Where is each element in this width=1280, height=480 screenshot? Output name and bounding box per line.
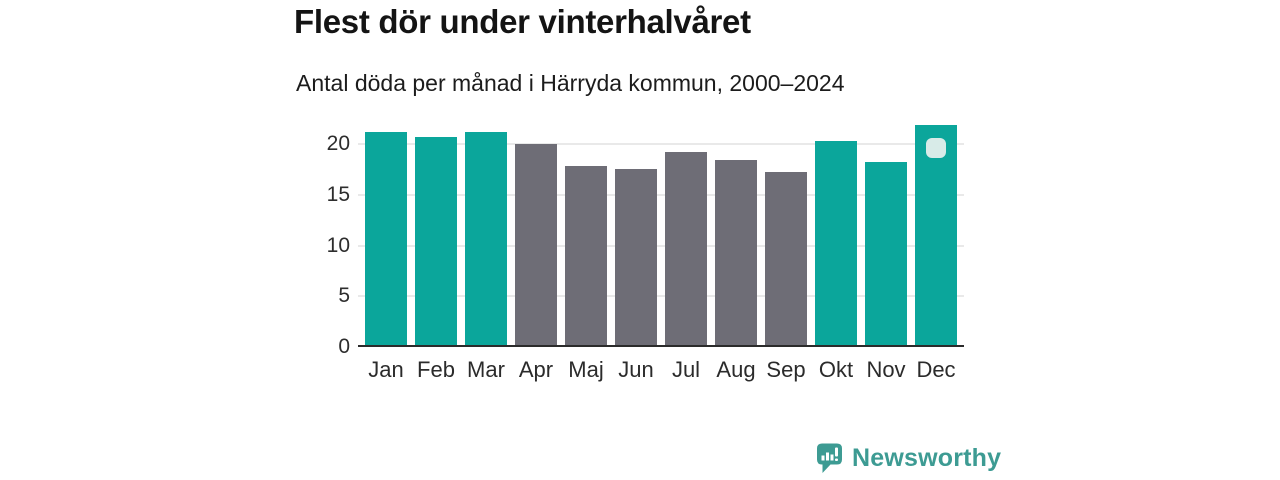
x-axis-line <box>358 345 964 347</box>
bar-slot-maj <box>563 165 609 345</box>
bar-slot-apr <box>513 144 559 345</box>
bar-jul[interactable] <box>665 152 707 345</box>
x-label-aug: Aug <box>716 357 756 382</box>
bars-row <box>358 125 964 345</box>
bar-dec[interactable] <box>915 125 957 345</box>
bar-slot-dec <box>913 125 959 345</box>
x-axis-labels: Jan Feb Mar Apr Maj Jun Jul Aug Sep Okt Nov Dec <box>358 357 964 383</box>
x-label-okt: Okt <box>818 357 854 382</box>
chart-subtitle: Antal döda per månad i Härryda kommun, 2… <box>296 70 845 96</box>
bar-nov[interactable] <box>865 161 907 345</box>
bar-slot-jul <box>663 152 709 345</box>
newsworthy-logo-text: Newsworthy <box>852 444 1002 472</box>
x-label-dec: Dec <box>916 357 956 382</box>
bar-slot-nov <box>863 161 909 345</box>
y-tick-label-5: 5 <box>338 284 350 308</box>
x-label-jul: Jul <box>671 357 701 382</box>
plot-area <box>358 119 964 347</box>
bar-mar[interactable] <box>465 132 507 345</box>
y-tick-label-10: 10 <box>326 233 350 257</box>
chart-title: Flest dör under vinterhalvåret <box>294 3 751 40</box>
bar-slot-jun <box>613 168 659 345</box>
bar-maj[interactable] <box>565 165 607 345</box>
bar-jun[interactable] <box>615 168 657 345</box>
bar-slot-mar <box>463 132 509 345</box>
gridline-5 <box>358 295 964 298</box>
gridline-10 <box>358 244 964 247</box>
bar-slot-feb <box>413 137 459 345</box>
x-label-nov: Nov <box>866 357 906 382</box>
bar-sep[interactable] <box>765 171 807 345</box>
gridline-15 <box>358 194 964 196</box>
x-label-sep: Sep <box>766 357 806 382</box>
bar-slot-aug <box>713 159 759 345</box>
x-label-mar: Mar <box>467 357 505 382</box>
bar-apr[interactable] <box>515 144 557 345</box>
bar-slot-jan <box>363 132 409 345</box>
bar-jan[interactable] <box>365 132 407 345</box>
bar-feb[interactable] <box>415 137 457 345</box>
gridline-20 <box>358 143 964 146</box>
y-tick-label-0: 0 <box>338 335 350 358</box>
bar-slot-sep <box>763 171 809 345</box>
x-label-maj: Maj <box>568 357 604 382</box>
y-axis-labels: 0 5 10 15 20 <box>284 119 350 358</box>
bar-okt[interactable] <box>815 141 857 345</box>
bar-marker-handle[interactable] <box>926 138 946 159</box>
bar-slot-okt <box>813 141 859 345</box>
x-label-jan: Jan <box>368 357 404 382</box>
newsworthy-logo[interactable]: Newsworthy <box>816 443 1001 474</box>
x-label-jun: Jun <box>618 357 654 382</box>
x-label-feb: Feb <box>417 357 455 382</box>
x-label-apr: Apr <box>518 357 554 382</box>
newsworthy-logo-icon <box>817 443 842 473</box>
y-tick-label-20: 20 <box>326 132 350 156</box>
bar-aug[interactable] <box>715 159 757 345</box>
y-tick-label-15: 15 <box>326 183 350 206</box>
